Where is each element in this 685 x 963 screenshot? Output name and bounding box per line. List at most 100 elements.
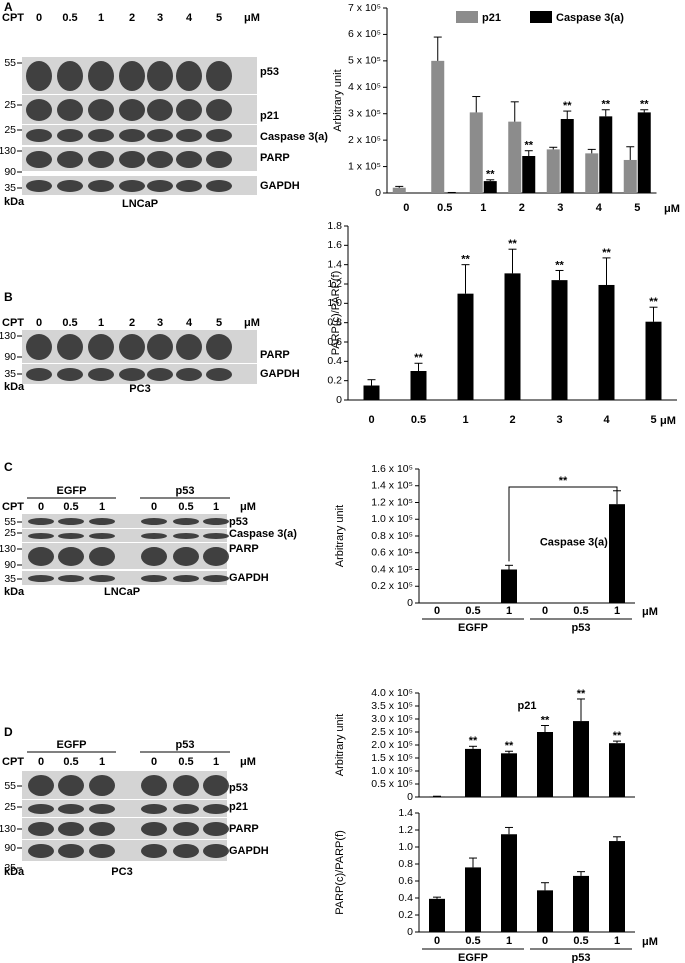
bar: [560, 119, 574, 193]
blot-band: [176, 334, 202, 360]
marker-label: 55: [4, 780, 16, 792]
x-unit: μM: [642, 606, 658, 618]
protein-label: GAPDH: [260, 368, 300, 380]
protein-label: GAPDH: [229, 572, 269, 584]
blot-band: [26, 61, 52, 91]
bar: [637, 112, 651, 193]
y-tick-label: 1.0: [398, 841, 413, 853]
y-tick-label: 0.2: [327, 374, 342, 386]
marker-unit: kDa: [4, 866, 25, 878]
x-tick-label: 0.5: [411, 414, 426, 426]
x-tick-label: 0.5: [573, 605, 588, 617]
y-tick-label: 2.5 x 10⁵: [371, 726, 413, 738]
y-tick-label: 0.6: [398, 875, 413, 887]
y-tick-label: 1.0: [327, 297, 342, 309]
blot-band: [58, 575, 84, 582]
blot-band: [28, 533, 54, 539]
protein-label: PARP: [260, 152, 290, 164]
blot-band: [203, 775, 229, 796]
significance-label: **: [505, 740, 514, 752]
y-tick-label: 4 x 10⁵: [348, 81, 381, 93]
bar: [609, 504, 625, 603]
significance-label: **: [649, 296, 658, 308]
legend-swatch: [456, 11, 478, 23]
y-tick-label: 0: [407, 926, 413, 938]
y-tick-label: 1.5 x 10⁵: [371, 752, 413, 764]
blot-band: [57, 151, 83, 168]
blot-band: [147, 129, 173, 142]
x-tick-label: 0.5: [465, 935, 480, 947]
y-tick-label: 1.2: [398, 824, 413, 836]
lane-label: 1: [213, 756, 219, 768]
x-tick-label: 4: [603, 414, 610, 426]
blot-band: [147, 334, 173, 360]
significance-label: **: [461, 254, 470, 266]
y-tick-label: 0.2 x 10⁵: [371, 580, 413, 592]
significance-label: **: [555, 259, 564, 271]
protein-label: PARP: [260, 349, 290, 361]
bar: [429, 796, 445, 797]
y-tick-label: 1.0 x 10⁵: [371, 513, 413, 525]
blot-band: [89, 575, 115, 582]
y-tick-label: 1.0 x 10⁵: [371, 765, 413, 777]
group-label: p53: [572, 952, 591, 963]
blot-band: [89, 804, 115, 814]
blot-band: [176, 180, 202, 192]
blot-band: [147, 99, 173, 121]
bar: [465, 748, 481, 797]
x-tick-label: 0: [434, 935, 440, 947]
group-label: EGFP: [57, 485, 87, 497]
x-tick-label: 5: [634, 202, 640, 214]
blot-band: [206, 180, 232, 192]
blot-band: [88, 368, 114, 381]
blot-band: [58, 533, 84, 539]
blot-band: [57, 368, 83, 381]
blot-band: [28, 822, 54, 836]
protein-label: p21: [229, 801, 248, 813]
protein-label: p53: [229, 782, 248, 794]
significance-label: **: [613, 730, 622, 742]
lane-label: 2: [129, 317, 135, 329]
marker-unit: kDa: [4, 586, 25, 598]
lane-label: 0.5: [178, 756, 193, 768]
annotation: Caspase 3(a): [540, 537, 608, 549]
blot-band: [141, 844, 167, 858]
blot-band: [173, 518, 199, 525]
blot-band: [89, 518, 115, 525]
x-tick-label: 1: [506, 605, 512, 617]
blot-band: [89, 822, 115, 836]
y-tick-label: 1.2: [327, 278, 342, 290]
significance-label: **: [414, 352, 423, 364]
bar: [645, 321, 662, 400]
blot-band: [141, 533, 167, 539]
y-tick-label: 1.8: [327, 220, 342, 232]
blot-band: [173, 822, 199, 836]
significance-label: **: [469, 735, 478, 747]
lane-label: 4: [186, 12, 193, 24]
unit-label: μM: [244, 317, 260, 329]
y-tick-label: 0.6 x 10⁵: [371, 547, 413, 559]
lane-label: 0.5: [63, 501, 78, 513]
bar: [573, 875, 589, 932]
x-tick-label: 1: [462, 414, 468, 426]
protein-label: p53: [229, 516, 248, 528]
bar: [623, 159, 637, 193]
blot-band: [141, 547, 167, 566]
blot-band: [203, 547, 229, 566]
blot-band: [141, 575, 167, 582]
x-tick-label: 4: [596, 202, 603, 214]
y-axis-label: PARP(c)/PARP(f): [330, 271, 342, 356]
blot-band: [141, 518, 167, 525]
marker-label: 35: [4, 368, 16, 380]
lane-label: 0: [36, 317, 42, 329]
blot-band: [26, 99, 52, 121]
blot-band: [58, 844, 84, 858]
y-tick-label: 0: [407, 791, 413, 803]
blot-band: [176, 61, 202, 91]
protein-label: GAPDH: [260, 180, 300, 192]
bar: [465, 867, 481, 932]
y-axis-label: Arbitrary unit: [332, 69, 344, 131]
significance-label: **: [601, 99, 610, 111]
blot-band: [147, 151, 173, 168]
x-unit: μM: [660, 415, 676, 427]
